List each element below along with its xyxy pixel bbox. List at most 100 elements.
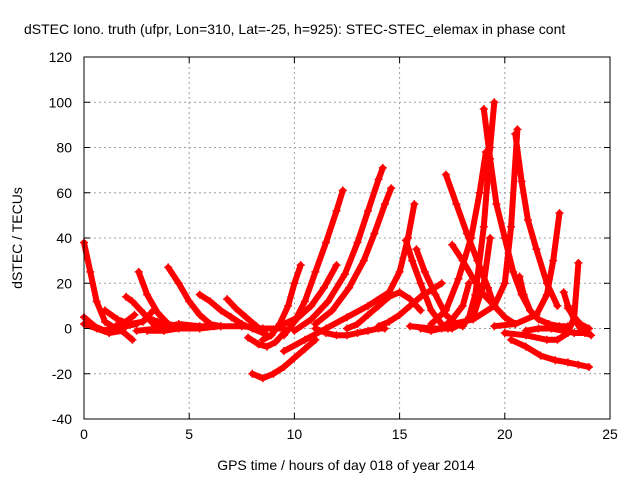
series-14 — [258, 261, 305, 344]
axis-ticks: 0 5 10 15 20 25 -40 -20 0 20 40 60 80 100 120 — [49, 49, 618, 442]
data-point — [134, 267, 143, 276]
data-point — [479, 290, 488, 299]
data-point — [416, 306, 425, 315]
data-point — [454, 274, 463, 283]
data-point — [547, 324, 556, 333]
data-point — [174, 279, 183, 288]
series-line — [508, 336, 592, 370]
data-point — [559, 288, 568, 297]
data-point — [223, 295, 232, 304]
data-point — [353, 320, 362, 328]
data-point — [86, 267, 95, 276]
data-point — [343, 313, 351, 322]
data-point — [271, 338, 280, 347]
data-point — [406, 295, 415, 304]
data-point — [458, 256, 467, 265]
data-point — [467, 234, 476, 242]
data-point — [585, 363, 593, 371]
data-point — [92, 297, 101, 306]
data-point — [431, 290, 440, 299]
data-point — [332, 206, 341, 215]
series-22 — [343, 288, 425, 333]
data-point — [385, 292, 394, 301]
data-point — [534, 324, 543, 333]
data-point — [526, 306, 534, 315]
y-tick-label: 0 — [64, 321, 72, 337]
data-point — [511, 320, 520, 328]
data-point — [307, 301, 316, 310]
y-tick-label: 20 — [56, 275, 72, 291]
data-point — [486, 234, 495, 242]
data-point — [242, 313, 250, 322]
data-point — [441, 306, 450, 315]
data-point — [353, 238, 362, 247]
data-point — [479, 105, 488, 113]
data-point — [258, 374, 267, 383]
data-point — [185, 297, 194, 306]
data-point — [465, 279, 473, 288]
data-point — [420, 267, 429, 276]
data-point — [395, 288, 404, 297]
data-point — [374, 175, 383, 184]
series-line — [291, 164, 386, 334]
data-point — [92, 324, 101, 333]
data-point — [536, 351, 545, 360]
data-point — [580, 329, 589, 337]
data-point — [500, 313, 509, 322]
data-point — [353, 329, 362, 337]
data-point — [113, 315, 122, 324]
data-point — [359, 256, 368, 265]
data-point — [279, 320, 288, 328]
data-point — [549, 256, 558, 265]
y-tick-label: 40 — [56, 230, 72, 246]
data-point — [534, 315, 543, 324]
data-point — [136, 306, 145, 315]
data-point — [574, 360, 583, 369]
data-point — [378, 163, 387, 172]
data-point — [269, 369, 278, 378]
x-tick-label: 15 — [392, 426, 408, 442]
data-point — [500, 329, 509, 337]
data-point — [258, 335, 267, 344]
series-8 — [164, 263, 225, 331]
data-point — [343, 324, 351, 333]
data-point — [587, 331, 596, 340]
data-point — [484, 283, 492, 292]
data-point — [319, 283, 328, 292]
data-point — [542, 290, 551, 299]
data-point — [300, 344, 309, 353]
data-point — [585, 324, 593, 333]
x-axis-label: GPS time / hours of day 018 of year 2014 — [217, 457, 475, 473]
data-point — [511, 129, 520, 138]
data-point — [559, 326, 568, 335]
data-point — [231, 304, 240, 313]
data-point — [479, 222, 488, 231]
data-point — [237, 320, 246, 328]
x-tick-label: 20 — [497, 426, 513, 442]
data-point — [322, 238, 330, 247]
data-point — [410, 200, 419, 209]
data-point — [290, 326, 299, 335]
data-point — [374, 301, 383, 310]
data-point — [143, 326, 152, 335]
data-point — [279, 363, 288, 371]
data-point — [486, 154, 495, 163]
data-point — [294, 313, 303, 322]
series-line — [449, 126, 521, 327]
series-line — [144, 314, 182, 330]
data-point — [427, 320, 436, 328]
data-point — [507, 222, 516, 231]
series-line — [165, 264, 224, 330]
data-point — [490, 301, 499, 310]
y-tick-label: 60 — [56, 185, 72, 201]
x-tick-label: 0 — [80, 426, 88, 442]
series-35 — [490, 209, 564, 331]
data-point — [252, 322, 261, 331]
series-12 — [223, 295, 269, 337]
data-point — [385, 317, 394, 326]
data-point — [553, 335, 562, 344]
x-tick-label: 25 — [602, 426, 618, 442]
data-point — [517, 177, 526, 186]
data-point — [290, 353, 299, 362]
